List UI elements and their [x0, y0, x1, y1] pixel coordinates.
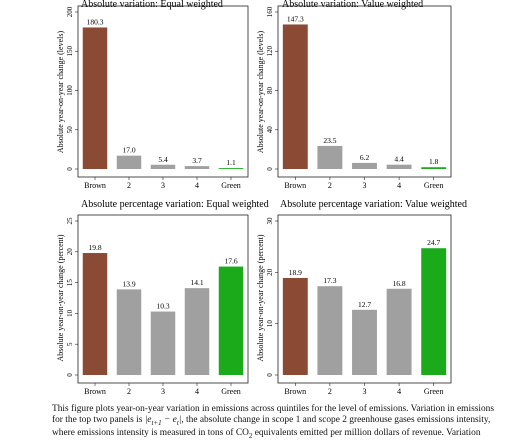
y-tick-label: 10 — [266, 320, 274, 328]
caption-line-3: where emissions intensity is measured in… — [52, 428, 481, 441]
bar — [218, 266, 244, 375]
y-tick-label: 10 — [66, 309, 74, 317]
y-tick-label: 120 — [266, 46, 274, 57]
bar — [386, 164, 412, 169]
x-tick-label: 2 — [328, 387, 332, 396]
x-tick-label: Green — [221, 181, 241, 190]
bar-value-label: 14.1 — [190, 278, 203, 287]
y-tick-label: 160 — [266, 6, 274, 17]
bar-value-label: 24.7 — [427, 238, 440, 247]
y-tick-label: 100 — [66, 85, 74, 96]
bar — [317, 286, 343, 375]
chart-panel-4: Absolute percentage variation: Value wei… — [256, 199, 467, 396]
y-tick-label: 20 — [66, 248, 74, 256]
bar-value-label: 1.1 — [226, 158, 236, 167]
bar-value-label: 13.9 — [122, 279, 135, 288]
bar-value-label: 1.8 — [429, 157, 439, 166]
x-tick-label: Brown — [84, 387, 106, 396]
y-tick-label: 40 — [266, 126, 274, 134]
y-tick-label: 0 — [66, 167, 74, 171]
bar — [352, 162, 377, 169]
bar — [282, 277, 308, 375]
bar-value-label: 17.3 — [323, 276, 336, 285]
bar — [82, 27, 108, 169]
bar — [150, 164, 176, 169]
bar-value-label: 147.3 — [287, 14, 304, 23]
y-axis-label: Absolute year-on-year change (levels) — [56, 31, 65, 154]
figure: Absolute variation: Equal weighted Absolu… — [56, 0, 467, 396]
bar-value-label: 12.7 — [358, 300, 371, 309]
y-tick-label: 15 — [66, 279, 74, 287]
x-tick-label: 2 — [127, 387, 131, 396]
y-tick-label: 0 — [266, 373, 274, 377]
x-tick-label: 3 — [161, 387, 165, 396]
bar — [116, 155, 142, 169]
x-tick-label: 4 — [397, 387, 401, 396]
y-tick-label: 150 — [66, 46, 74, 57]
x-tick-label: 4 — [397, 181, 401, 190]
y-tick-label: 20 — [266, 268, 274, 276]
bar — [421, 248, 447, 375]
y-axis-label: Absolute year-on-year change (levels) — [256, 31, 265, 154]
y-tick-label: 5 — [66, 342, 74, 346]
y-tick-label: 0 — [266, 167, 274, 171]
bar-value-label: 17.0 — [122, 146, 135, 155]
bar — [421, 167, 447, 169]
y-tick-label: 30 — [266, 217, 274, 225]
caption-line-1: This figure plots year-on-year variation… — [52, 404, 495, 414]
bar-value-label: 5.4 — [158, 155, 168, 164]
x-tick-label: 3 — [363, 181, 367, 190]
x-tick-label: Brown — [284, 387, 306, 396]
x-tick-label: 4 — [195, 181, 199, 190]
y-tick-label: 50 — [66, 126, 74, 134]
bar — [184, 288, 210, 375]
bar-value-label: 16.8 — [393, 279, 406, 288]
bar — [282, 24, 308, 170]
bar — [317, 145, 343, 169]
bar-value-label: 180.3 — [87, 17, 104, 26]
bar — [386, 288, 412, 375]
figure-caption: This figure plots year-on-year variation… — [52, 404, 522, 442]
y-axis-label: Absolute year-on-year change (percent) — [256, 234, 265, 361]
y-tick-label: 25 — [66, 217, 74, 225]
bar-value-label: 23.5 — [323, 136, 336, 145]
y-tick-label: 80 — [266, 87, 274, 95]
bar-value-label: 3.7 — [192, 156, 202, 165]
bar — [82, 253, 108, 375]
bar — [218, 168, 244, 169]
y-tick-label: 200 — [66, 6, 74, 17]
bar-value-label: 18.9 — [289, 268, 302, 277]
panel-title: Absolute percentage variation: Equal wei… — [81, 199, 269, 210]
x-tick-label: 3 — [161, 181, 165, 190]
bar — [184, 166, 210, 169]
x-tick-label: 3 — [363, 387, 367, 396]
caption-line-2: for the top two panels is |et+1 − et|, t… — [52, 414, 491, 427]
x-tick-label: 2 — [328, 181, 332, 190]
panel-title: Absolute variation: Equal weighted — [81, 0, 223, 10]
bar-value-label: 19.8 — [88, 243, 101, 252]
x-tick-label: Brown — [84, 181, 106, 190]
bar — [352, 309, 377, 375]
bar-value-label: 6.2 — [360, 153, 370, 162]
x-tick-label: Green — [424, 387, 444, 396]
chart-panel-2: Absolute variation: Value weighted Absolu… — [256, 0, 452, 190]
x-tick-label: Green — [424, 181, 444, 190]
y-tick-label: 0 — [66, 373, 74, 377]
chart-panel-3: Absolute percentage variation: Equal wei… — [56, 199, 269, 396]
bar — [116, 289, 142, 375]
bar-value-label: 4.4 — [394, 155, 404, 164]
chart-panel-1: Absolute variation: Equal weighted Absolu… — [56, 0, 249, 190]
x-tick-label: 4 — [195, 387, 199, 396]
bar-value-label: 10.3 — [156, 302, 169, 311]
x-tick-label: Green — [221, 387, 241, 396]
panel-title: Absolute variation: Value weighted — [282, 0, 423, 10]
bar — [150, 311, 176, 375]
x-tick-label: 2 — [127, 181, 131, 190]
y-axis-label: Absolute year-on-year change (percent) — [56, 234, 65, 361]
x-tick-label: Brown — [284, 181, 306, 190]
panel-title: Absolute percentage variation: Value wei… — [280, 199, 467, 210]
bar-value-label: 17.6 — [224, 257, 237, 266]
